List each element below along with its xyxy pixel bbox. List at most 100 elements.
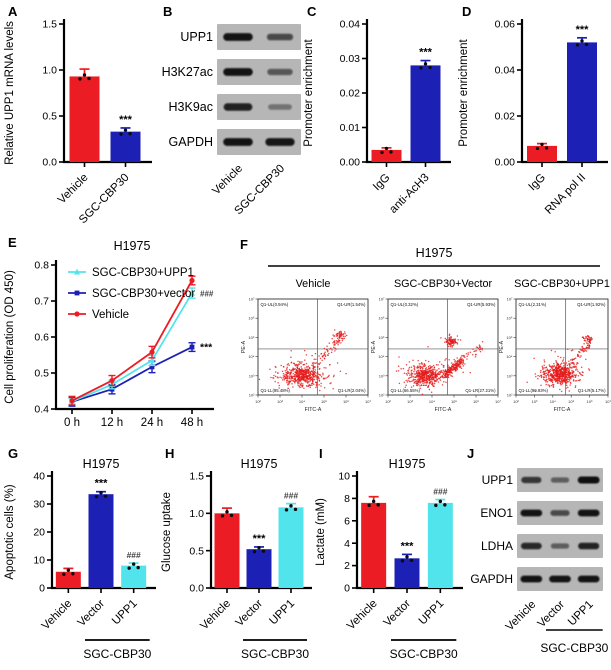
blot-strip-H3K27ac [217, 59, 301, 85]
bar-Vector [394, 558, 420, 588]
svg-text:10⁴: 10⁴ [248, 354, 254, 359]
svg-text:PE-A: PE-A [499, 340, 505, 353]
svg-text:***: *** [419, 47, 433, 59]
bars [371, 59, 441, 162]
svg-text:Vehicle: Vehicle [210, 163, 245, 198]
svg-text:10⁵: 10⁵ [321, 399, 327, 404]
svg-text:30: 30 [33, 499, 45, 511]
svg-text:20: 20 [33, 527, 45, 539]
series-SGC-CBP30+vector [68, 342, 196, 407]
svg-text:10⁵: 10⁵ [568, 399, 574, 404]
panel-h-chart: H1975 0.0 0.5 1.0 1.5 Glucose uptake Vehicle **… [161, 457, 313, 661]
svg-text:10⁷: 10⁷ [495, 399, 501, 404]
flow-plot-1: Vehicle Q1-UL(0.94%) Q1-UR(1.54%) Q1-LL(95.… [241, 278, 371, 413]
svg-text:H1975: H1975 [416, 246, 453, 260]
panel-letter-f: F [240, 237, 248, 252]
svg-text:IgG: IgG [527, 172, 549, 194]
svg-text:H1975: H1975 [241, 457, 278, 471]
svg-text:FITC-A: FITC-A [305, 407, 322, 413]
svg-text:Q1-UR(1.92%): Q1-UR(1.92%) [577, 302, 606, 307]
panel-letter-e: E [8, 235, 17, 250]
svg-text:Vehicle: Vehicle [40, 598, 75, 633]
svg-text:10⁷: 10⁷ [605, 399, 611, 404]
svg-text:0.00: 0.00 [495, 157, 516, 169]
legend: SGC-CBP30+UPP1 SGC-CBP30+vector Vehicle [68, 267, 195, 321]
svg-text:0: 0 [344, 583, 350, 595]
svg-text:0.0: 0.0 [189, 583, 204, 595]
svg-text:12 h: 12 h [101, 417, 123, 429]
bar-RNA pol II [567, 42, 597, 162]
svg-text:10⁶: 10⁶ [473, 399, 479, 404]
blot-strip-H3K9ac [217, 94, 301, 120]
svg-text:8: 8 [344, 493, 350, 505]
svg-text:10: 10 [338, 471, 350, 483]
panel-letter-j: J [467, 446, 475, 461]
svg-text:###: ### [200, 290, 214, 299]
svg-text:Q1-UL(0.94%): Q1-UL(0.94%) [261, 302, 289, 307]
svg-text:GAPDH: GAPDH [470, 572, 513, 586]
panel-d-chart-host: 0.00 0.02 0.04 0.06 Promoter enrichment IgG **… [454, 4, 611, 235]
svg-text:2: 2 [344, 560, 350, 572]
blot-strip-UPP1 [217, 24, 301, 50]
svg-text:H1975: H1975 [83, 457, 120, 471]
panel-letter-c: C [307, 4, 317, 19]
svg-text:10: 10 [33, 555, 45, 567]
bars [527, 36, 597, 162]
svg-text:10³: 10³ [277, 399, 283, 404]
svg-text:0.5: 0.5 [42, 111, 57, 123]
svg-text:0.8: 0.8 [34, 260, 49, 272]
panel-c: C 0.00 0.01 0.02 0.03 0.04 Promoter enrichmen… [299, 2, 454, 232]
bar-IgG [371, 149, 402, 162]
svg-text:Vector: Vector [382, 598, 414, 630]
svg-text:1.5: 1.5 [42, 19, 57, 31]
svg-text:***: *** [119, 114, 133, 126]
svg-text:Q1-LR(5.17%): Q1-LR(5.17%) [578, 388, 606, 393]
svg-text:UPP1: UPP1 [482, 473, 514, 487]
svg-text:Q1-UR(5.93%): Q1-UR(5.93%) [467, 302, 496, 307]
svg-text:10⁶: 10⁶ [248, 316, 254, 321]
svg-text:10⁴: 10⁴ [429, 399, 435, 404]
svg-text:0.5: 0.5 [34, 368, 49, 380]
panel-g: G H1975 0 10 20 30 40 Apoptotic cells (%) Vehic… [0, 444, 157, 670]
panel-letter-i: I [319, 446, 323, 461]
svg-text:10⁶: 10⁶ [378, 316, 384, 321]
panel-h-chart-host: H1975 0.0 0.5 1.0 1.5 Glucose uptake Vehicle **… [157, 454, 313, 670]
svg-text:***: *** [253, 533, 267, 545]
svg-text:10³: 10³ [532, 399, 538, 404]
svg-text:0.02: 0.02 [340, 88, 361, 100]
panel-g-chart: H1975 0 10 20 30 40 Apoptotic cells (%) Vehicle… [4, 457, 156, 661]
bar-Vector [88, 494, 114, 588]
svg-text:SGC-CBP30+UPP1: SGC-CBP30+UPP1 [514, 278, 610, 290]
svg-text:10⁷: 10⁷ [507, 297, 513, 302]
svg-text:UPP1: UPP1 [180, 30, 213, 44]
svg-text:10⁶: 10⁶ [587, 399, 593, 404]
panel-f-flow: H1975 Vehicle Q1-UL(0.94%) Q1-UR(1.54%) Q1-L… [241, 246, 611, 413]
svg-text:10²: 10² [379, 393, 385, 398]
svg-text:Q1-LL(66.55%): Q1-LL(66.55%) [391, 388, 421, 393]
panel-c-chart: 0.00 0.01 0.02 0.03 0.04 Promoter enrichment I… [303, 19, 451, 216]
panel-e-chart: H1975 0.4 0.5 0.6 0.7 0.8 Cell proliferation (… [4, 239, 214, 429]
svg-text:H1975: H1975 [114, 239, 151, 253]
bars [69, 68, 141, 162]
bars [361, 495, 453, 588]
svg-text:0.02: 0.02 [495, 111, 516, 123]
svg-text:SGC-CBP30+vector: SGC-CBP30+vector [92, 288, 195, 300]
svg-text:SGC-CBP30: SGC-CBP30 [390, 647, 458, 661]
panel-a-chart-host: 0.0 0.5 1.0 1.5 Relative UPP1 mRNA levels Veh… [0, 4, 154, 235]
panel-g-chart-host: H1975 0 10 20 30 40 Apoptotic cells (%) Vehicle… [0, 454, 157, 670]
svg-text:H3K9ac: H3K9ac [169, 100, 213, 114]
svg-text:PE-A: PE-A [241, 340, 247, 353]
svg-text:6: 6 [344, 515, 350, 527]
svg-text:Q1-LL(90.93%): Q1-LL(90.93%) [519, 388, 549, 393]
svg-text:10²: 10² [385, 399, 391, 404]
panel-c-chart-host: 0.00 0.01 0.02 0.03 0.04 Promoter enrichment I… [299, 4, 454, 235]
svg-text:10²: 10² [507, 393, 513, 398]
svg-text:Vehicle: Vehicle [345, 598, 380, 633]
svg-text:Q1-UL(2.31%): Q1-UL(2.31%) [519, 302, 547, 307]
axes [54, 260, 214, 411]
svg-text:LDHA: LDHA [481, 539, 513, 553]
svg-text:Relative UPP1 mRNA levels: Relative UPP1 mRNA levels [4, 21, 16, 165]
svg-text:Q1-LL(95.48%): Q1-LL(95.48%) [261, 388, 291, 393]
svg-text:***: *** [95, 478, 109, 490]
svg-text:UPP1: UPP1 [566, 599, 596, 629]
